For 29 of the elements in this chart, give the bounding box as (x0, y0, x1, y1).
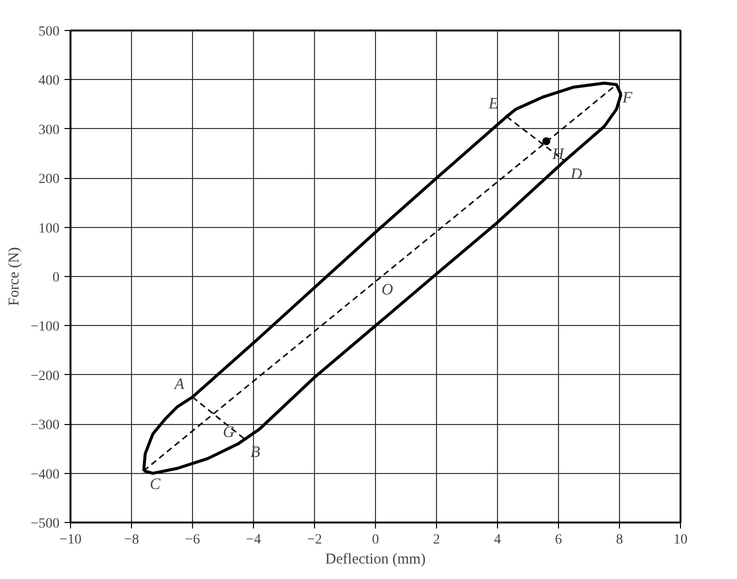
x-tick-label: −8 (124, 532, 139, 548)
y-tick-label: 200 (38, 172, 60, 188)
annotation: G (222, 424, 235, 442)
annotation: C (150, 476, 161, 493)
x-tick-label: 6 (555, 532, 562, 548)
x-tick-label: −2 (307, 532, 322, 548)
y-axis-title: Force (N) (6, 247, 23, 306)
x-tick-label: −6 (185, 532, 200, 548)
x-tick-label: −4 (246, 532, 261, 548)
y-tick-label: 500 (38, 24, 60, 40)
y-tick-label: −300 (30, 418, 60, 434)
y-tick-label: 300 (38, 122, 60, 138)
x-tick-label: 2 (433, 532, 440, 548)
x-tick-label: 0 (372, 532, 379, 548)
annotation: A (174, 376, 184, 394)
y-tick-label: −100 (30, 320, 60, 335)
y-tick-label: 400 (38, 74, 60, 89)
x-axis-title: Deflection (mm) (325, 552, 426, 568)
y-tick-label: −200 (30, 368, 60, 384)
x-tick-label: 4 (494, 532, 501, 548)
annotation: O (382, 282, 394, 298)
x-tick-label: −10 (60, 532, 82, 548)
y-tick-label: 100 (38, 221, 60, 236)
y-tick-label: 0 (52, 270, 60, 286)
y-tick-label: −400 (30, 467, 60, 482)
x-tick-label: 8 (616, 532, 623, 548)
x-tick-label: 10 (674, 532, 688, 548)
y-tick-label: −500 (30, 516, 60, 532)
annotation: F (621, 90, 632, 107)
